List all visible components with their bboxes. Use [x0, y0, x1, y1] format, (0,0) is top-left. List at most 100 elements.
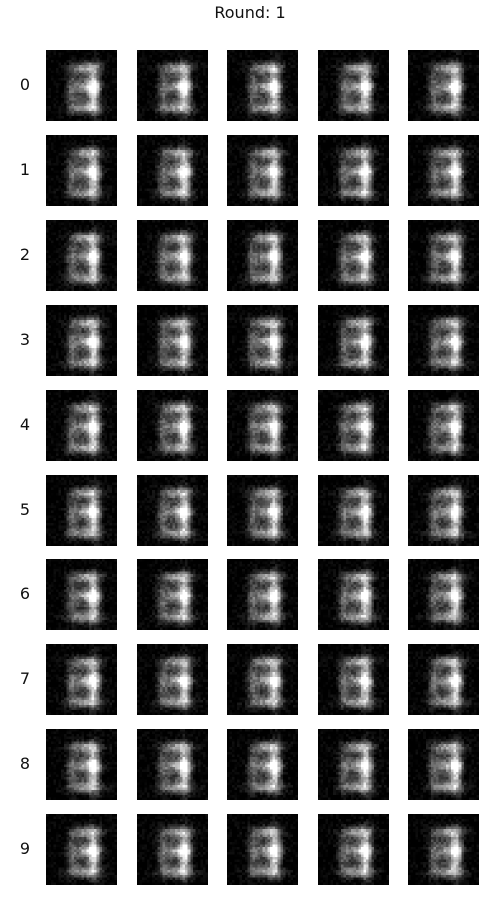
digit-canvas [227, 644, 298, 716]
row-label: 9 [19, 839, 31, 859]
digit-canvas [318, 644, 389, 716]
generated-digit-image [137, 50, 208, 121]
digit-canvas [318, 474, 389, 546]
digit-canvas [318, 559, 389, 631]
image-row: 8 [0, 729, 500, 801]
digit-canvas [318, 389, 389, 461]
generated-digit-image [318, 134, 389, 206]
digit-canvas [46, 729, 117, 801]
row-label: 5 [19, 499, 31, 519]
digit-canvas [137, 559, 208, 631]
generated-digit-image [137, 134, 208, 206]
digit-canvas [408, 219, 479, 291]
digit-canvas [137, 814, 208, 886]
generated-digit-image [227, 559, 298, 631]
row-label: 6 [19, 584, 31, 604]
generated-digit-image [137, 219, 208, 291]
digit-canvas [46, 219, 117, 291]
generated-digit-image [227, 474, 298, 546]
row-label: 2 [19, 244, 31, 264]
generated-digit-image [227, 134, 298, 206]
generated-digit-image [46, 644, 117, 716]
digit-canvas [408, 644, 479, 716]
generated-digit-image [46, 50, 117, 121]
digit-canvas [227, 474, 298, 546]
digit-canvas [408, 304, 479, 376]
digit-canvas [408, 50, 479, 121]
generated-digit-image [408, 50, 479, 121]
generated-digit-image [227, 644, 298, 716]
digit-canvas [137, 474, 208, 546]
generated-digit-image [408, 304, 479, 376]
image-row: 1 [0, 134, 500, 207]
generated-digit-image [137, 389, 208, 461]
digit-canvas [137, 729, 208, 801]
image-row: 4 [0, 389, 500, 462]
digit-canvas [408, 814, 479, 886]
image-row: 7 [0, 644, 500, 716]
row-label: 3 [19, 329, 31, 349]
generated-digit-image [46, 474, 117, 546]
generated-digit-image [318, 814, 389, 886]
generated-digit-image [408, 134, 479, 206]
digit-canvas [318, 219, 389, 291]
generated-digit-image [408, 219, 479, 291]
digit-canvas [46, 50, 117, 121]
digit-canvas [46, 814, 117, 886]
image-row: 6 [0, 559, 500, 631]
generated-digit-image [318, 50, 389, 121]
digit-canvas [46, 559, 117, 631]
generated-digit-image [46, 559, 117, 631]
digit-canvas [137, 219, 208, 291]
generated-digit-image [408, 644, 479, 716]
generated-digit-image [137, 559, 208, 631]
row-label: 0 [19, 75, 31, 94]
generated-digit-image [227, 389, 298, 461]
figure-title: Round: 1 [214, 3, 286, 22]
generated-digit-image [318, 304, 389, 376]
generated-digit-image [46, 814, 117, 886]
image-row: 0 [0, 50, 500, 122]
digit-canvas [408, 559, 479, 631]
digit-canvas [227, 50, 298, 121]
generated-digit-image [227, 304, 298, 376]
digit-canvas [46, 389, 117, 461]
image-row: 3 [0, 304, 500, 377]
generated-digit-image [318, 389, 389, 461]
generated-digit-image [46, 304, 117, 376]
digit-canvas [408, 134, 479, 206]
image-row: 5 [0, 474, 500, 547]
digit-canvas [137, 134, 208, 206]
digit-canvas [227, 134, 298, 206]
generated-digit-image [137, 304, 208, 376]
image-row: 2 [0, 219, 500, 292]
generated-digit-image [227, 50, 298, 121]
generated-digit-image [46, 389, 117, 461]
row-label: 4 [19, 414, 31, 434]
digit-canvas [408, 474, 479, 546]
generated-digit-image [137, 644, 208, 716]
digit-canvas [137, 50, 208, 121]
generated-digit-image [318, 219, 389, 291]
generated-digit-image [46, 729, 117, 801]
digit-canvas [318, 134, 389, 206]
generated-digit-image [318, 729, 389, 801]
digit-canvas [46, 644, 117, 716]
generated-digit-image [408, 559, 479, 631]
digit-canvas [318, 814, 389, 886]
generated-digit-image [318, 474, 389, 546]
digit-canvas [227, 559, 298, 631]
generated-digit-image [408, 729, 479, 801]
digit-canvas [318, 50, 389, 121]
generated-digit-image [318, 559, 389, 631]
digit-canvas [408, 389, 479, 461]
generated-digit-image [227, 729, 298, 801]
generated-digit-image [46, 219, 117, 291]
digit-canvas [318, 304, 389, 376]
image-row: 9 [0, 814, 500, 886]
row-label: 8 [19, 754, 31, 774]
digit-canvas [227, 304, 298, 376]
generated-digit-image [408, 474, 479, 546]
row-label: 1 [19, 159, 31, 179]
digit-canvas [227, 729, 298, 801]
